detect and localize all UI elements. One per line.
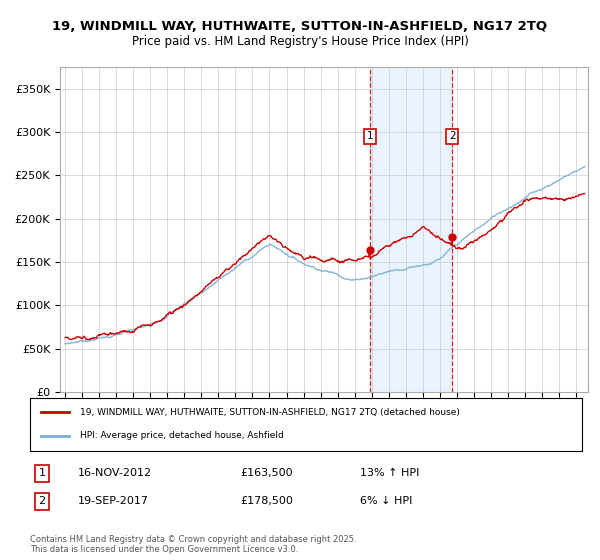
Text: Contains HM Land Registry data © Crown copyright and database right 2025.
This d: Contains HM Land Registry data © Crown c… (30, 535, 356, 554)
Text: Price paid vs. HM Land Registry's House Price Index (HPI): Price paid vs. HM Land Registry's House … (131, 35, 469, 48)
Text: £178,500: £178,500 (240, 496, 293, 506)
Text: 1: 1 (38, 468, 46, 478)
Text: 19, WINDMILL WAY, HUTHWAITE, SUTTON-IN-ASHFIELD, NG17 2TQ (detached house): 19, WINDMILL WAY, HUTHWAITE, SUTTON-IN-A… (80, 408, 460, 417)
Text: 2: 2 (38, 496, 46, 506)
Text: 16-NOV-2012: 16-NOV-2012 (78, 468, 152, 478)
Text: 19, WINDMILL WAY, HUTHWAITE, SUTTON-IN-ASHFIELD, NG17 2TQ: 19, WINDMILL WAY, HUTHWAITE, SUTTON-IN-A… (52, 20, 548, 32)
Text: 6% ↓ HPI: 6% ↓ HPI (360, 496, 412, 506)
Bar (370, 67, 452, 392)
Text: 2: 2 (449, 132, 455, 142)
Text: 13% ↑ HPI: 13% ↑ HPI (360, 468, 419, 478)
Text: 1: 1 (367, 132, 373, 142)
Text: HPI: Average price, detached house, Ashfield: HPI: Average price, detached house, Ashf… (80, 431, 283, 440)
Text: 19-SEP-2017: 19-SEP-2017 (78, 496, 149, 506)
Text: £163,500: £163,500 (240, 468, 293, 478)
